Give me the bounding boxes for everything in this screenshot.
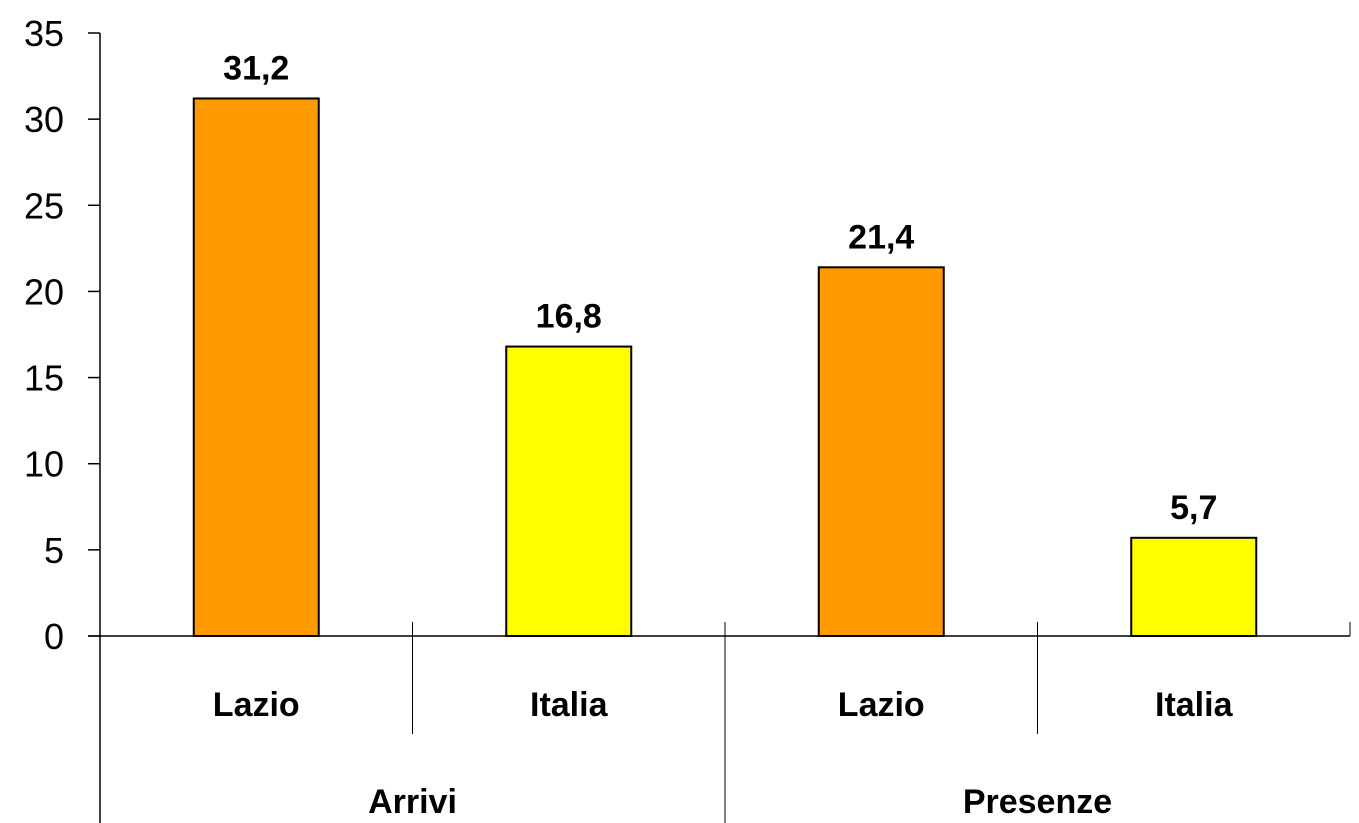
y-tick-label: 0 (44, 616, 64, 657)
bar-lazio (817, 266, 945, 637)
y-axis-ticks: 0 5 10 15 20 25 30 35 (24, 13, 100, 657)
y-tick-label: 10 (24, 444, 64, 485)
category-label: Lazio (838, 686, 925, 724)
y-tick-label: 15 (24, 358, 64, 399)
y-tick-label: 5 (44, 530, 64, 571)
bar-lazio (192, 97, 320, 638)
data-labels: 31,2 16,8 21,4 5,7 (223, 49, 1217, 526)
category-label: Italia (1155, 686, 1234, 724)
category-label: Italia (530, 686, 609, 724)
bar-italia (1130, 536, 1258, 637)
y-tick-label: 25 (24, 185, 64, 226)
group-label: Arrivi (368, 783, 457, 821)
data-label: 5,7 (1170, 489, 1217, 527)
group-label: Presenze (963, 783, 1112, 821)
data-label: 31,2 (223, 49, 289, 87)
bars (192, 97, 1258, 638)
bar-italia (505, 345, 633, 637)
y-tick-label: 35 (24, 13, 64, 54)
category-labels: Lazio Italia Lazio Italia (213, 686, 1234, 724)
y-tick-label: 20 (24, 271, 64, 312)
data-label: 16,8 (536, 298, 602, 336)
category-label: Lazio (213, 686, 300, 724)
data-label: 21,4 (848, 218, 914, 256)
axes (88, 33, 1351, 823)
group-labels: Arrivi Presenze (368, 783, 1112, 821)
y-tick-label: 30 (24, 99, 64, 140)
